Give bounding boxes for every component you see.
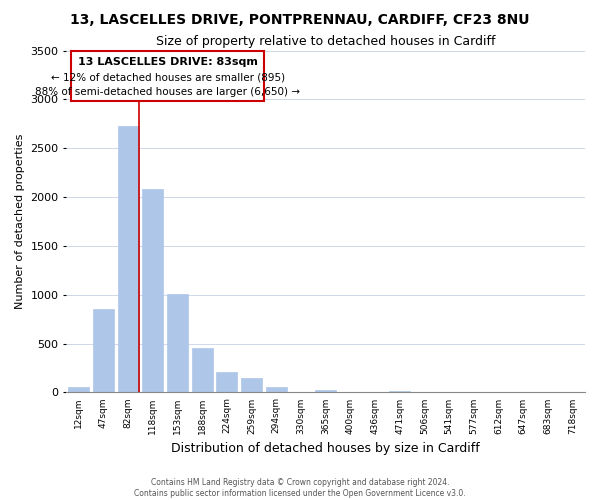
Bar xyxy=(71,50,264,101)
Text: 13, LASCELLES DRIVE, PONTPRENNAU, CARDIFF, CF23 8NU: 13, LASCELLES DRIVE, PONTPRENNAU, CARDIF… xyxy=(70,12,530,26)
Text: 13 LASCELLES DRIVE: 83sqm: 13 LASCELLES DRIVE: 83sqm xyxy=(77,58,257,68)
Bar xyxy=(266,387,287,392)
Text: 88% of semi-detached houses are larger (6,650) →: 88% of semi-detached houses are larger (… xyxy=(35,86,300,97)
Bar xyxy=(68,387,89,392)
Bar xyxy=(241,378,262,392)
Title: Size of property relative to detached houses in Cardiff: Size of property relative to detached ho… xyxy=(156,35,496,48)
Bar xyxy=(389,391,410,392)
Bar xyxy=(315,390,336,392)
Text: Contains HM Land Registry data © Crown copyright and database right 2024.
Contai: Contains HM Land Registry data © Crown c… xyxy=(134,478,466,498)
Y-axis label: Number of detached properties: Number of detached properties xyxy=(15,134,25,309)
Bar xyxy=(118,126,139,392)
Bar xyxy=(191,348,212,393)
Bar xyxy=(217,372,238,392)
Text: ← 12% of detached houses are smaller (895): ← 12% of detached houses are smaller (89… xyxy=(50,72,284,82)
Bar xyxy=(167,294,188,392)
X-axis label: Distribution of detached houses by size in Cardiff: Distribution of detached houses by size … xyxy=(171,442,480,455)
Bar xyxy=(93,310,114,392)
Bar xyxy=(142,190,163,392)
